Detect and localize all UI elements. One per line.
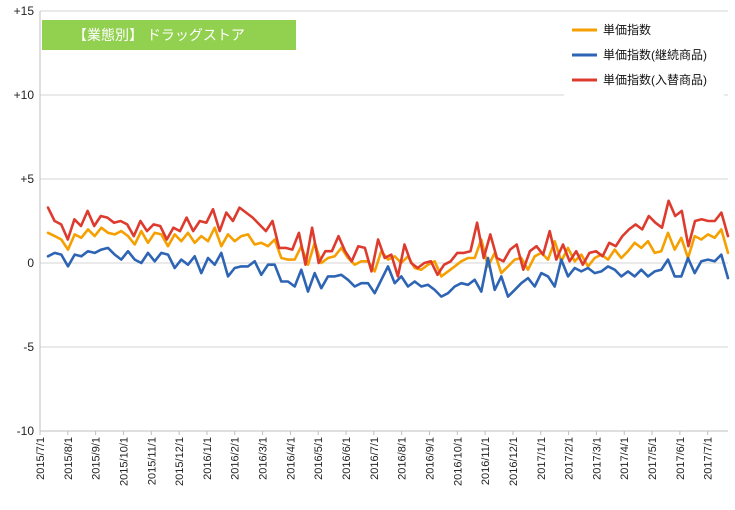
x-tick-label-21: 2017/4/1 (619, 437, 631, 480)
legend-label-2: 単価指数(入替商品) (603, 72, 707, 87)
y-tick-label-2: +5 (20, 172, 34, 186)
x-axis: 2015/7/1 2015/8/1 2015/9/1 2015/10/1 2015/11… (35, 431, 715, 486)
y-axis: +15 +10 +5 0 -5 -10 (14, 4, 728, 438)
chart-title-text: 【業態別】 ドラッグストア (73, 27, 245, 43)
x-tick-label-10: 2016/5/1 (313, 437, 325, 480)
x-tick-label-14: 2016/9/1 (424, 437, 436, 480)
series-line-2 (46, 199, 730, 278)
x-tick-label-18: 2017/1/1 (536, 437, 548, 480)
x-tick-label-24: 2017/7/1 (703, 437, 715, 480)
x-tick-label-16: 2016/11/1 (480, 437, 492, 485)
chart-title-background (42, 20, 296, 50)
x-tick-label-17: 2016/12/1 (508, 437, 520, 486)
series-line-1 (46, 246, 730, 298)
legend: 単価指数 単価指数(継続商品) 単価指数(入替商品) (564, 15, 724, 97)
x-tick-label-20: 2017/3/1 (591, 437, 603, 480)
x-tick-label-19: 2017/2/1 (564, 437, 576, 480)
x-tick-label-15: 2016/10/1 (452, 437, 464, 486)
legend-label-0: 単価指数 (603, 22, 651, 37)
x-tick-label-9: 2016/4/1 (285, 437, 297, 480)
x-tick-label-6: 2016/1/1 (202, 437, 214, 480)
y-tick-label-4: -5 (23, 340, 34, 354)
x-tick-label-8: 2016/3/1 (258, 437, 270, 480)
x-tick-label-11: 2016/6/1 (341, 437, 353, 480)
chart-title: 【業態別】 ドラッグストア (42, 20, 296, 50)
x-tick-label-12: 2016/7/1 (369, 437, 381, 480)
x-tick-label-22: 2017/5/1 (647, 437, 659, 480)
x-tick-label-5: 2015/12/1 (174, 437, 186, 486)
y-tick-label-1: +10 (14, 88, 35, 102)
x-tick-label-3: 2015/10/1 (118, 437, 130, 486)
x-tick-label-0: 2015/7/1 (35, 437, 47, 480)
legend-label-1: 単価指数(継続商品) (603, 47, 707, 62)
x-tick-label-7: 2016/2/1 (230, 437, 242, 480)
x-tick-label-2: 2015/9/1 (91, 437, 103, 480)
x-tick-label-4: 2015/11/1 (146, 437, 158, 485)
x-tick-label-23: 2017/6/1 (675, 437, 687, 480)
x-tick-label-13: 2016/8/1 (397, 437, 409, 480)
y-tick-label-5: -10 (17, 424, 35, 438)
x-tick-label-1: 2015/8/1 (63, 437, 75, 480)
series-line-0 (46, 226, 730, 278)
series-lines (46, 199, 730, 298)
y-tick-label-3: 0 (27, 256, 34, 270)
y-tick-label-0: +15 (14, 4, 35, 18)
